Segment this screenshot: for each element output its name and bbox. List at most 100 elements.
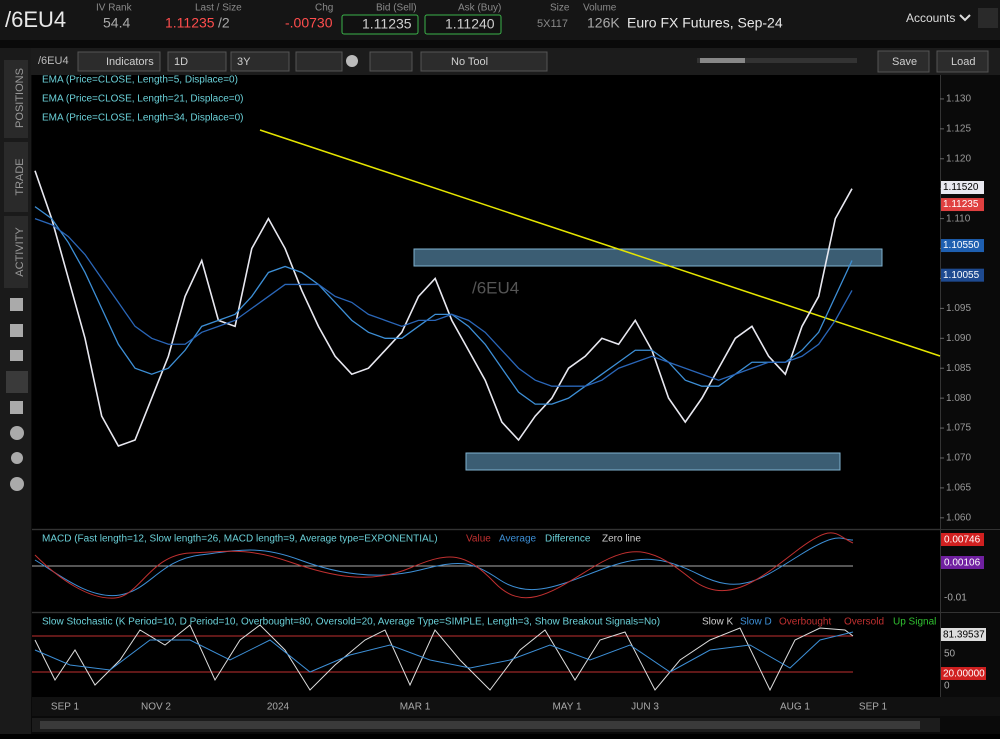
toolbar-symbol[interactable]: /6EU4: [38, 55, 69, 67]
y-tick-label: 1.120: [946, 153, 971, 164]
resistance-zone[interactable]: [413, 248, 883, 267]
legend-entry: Slow D: [740, 617, 772, 628]
stoch-tick: 50: [944, 649, 956, 660]
macd-panel: [32, 531, 940, 611]
date-label: 2024: [267, 702, 290, 713]
price-line: [34, 206, 853, 405]
price-flag: [941, 181, 984, 195]
settings-icon[interactable]: [346, 55, 358, 67]
y-tick-label: 1.130: [946, 94, 971, 105]
sidebar-tab[interactable]: [4, 142, 28, 212]
icon[interactable]: [10, 401, 23, 414]
accounts-button[interactable]: Accounts: [906, 11, 955, 25]
symbol[interactable]: /6EU4: [5, 7, 66, 32]
size: 5X117: [537, 18, 568, 30]
legend-entry: EMA (Price=CLOSE, Length=5, Displace=0): [42, 75, 238, 86]
date-label: MAR 1: [400, 702, 431, 713]
sidebar-tab[interactable]: [4, 60, 28, 138]
date-label: AUG 1: [780, 702, 810, 713]
stoch-flag: 20.00000: [943, 669, 985, 680]
macd-tick: -0.01: [944, 593, 967, 604]
zoom-handle[interactable]: [700, 58, 745, 63]
button-label[interactable]: Load: [951, 56, 975, 68]
macd-flag: 0.00106: [944, 558, 981, 569]
flag: [941, 628, 986, 641]
indicators-button[interactable]: [77, 51, 161, 72]
iv-rank: 54.4: [103, 15, 130, 31]
zoom-slider[interactable]: [697, 58, 857, 63]
y-tick-label: 1.085: [946, 363, 971, 374]
label: Volume: [583, 3, 617, 14]
drawing-set-button[interactable]: [369, 51, 413, 72]
price-flag-label: 1.11235: [943, 199, 979, 210]
y-tick-label: 1.110: [946, 213, 971, 224]
icon[interactable]: [11, 452, 23, 464]
y-tick-label: 1.090: [946, 333, 971, 344]
icon[interactable]: [10, 350, 23, 361]
legend-entry: Overbought: [779, 617, 831, 628]
icon[interactable]: [10, 324, 23, 337]
timeframe-dropdown[interactable]: [230, 51, 290, 72]
study-label[interactable]: Slow Stochastic (K Period=10, D Period=1…: [42, 617, 660, 628]
stoch-flag: 81.39537: [943, 630, 985, 641]
flag: [941, 556, 984, 569]
label: Last / Size: [195, 3, 242, 14]
sidebar-label[interactable]: ACTIVITY: [14, 227, 26, 277]
description: Euro FX Futures, Sep-24: [627, 15, 783, 31]
icon[interactable]: [10, 477, 24, 491]
dropdown-icon[interactable]: [959, 14, 971, 22]
y-tick-label: 1.065: [946, 483, 971, 494]
volume: 126K: [587, 15, 620, 31]
support-zone[interactable]: [465, 452, 841, 471]
tool-dropdown[interactable]: [420, 51, 548, 72]
price-flag-label: 1.10055: [943, 270, 980, 281]
button-label[interactable]: Save: [892, 56, 917, 68]
icon[interactable]: [10, 298, 23, 311]
legend-entry: Up Signal: [893, 617, 936, 628]
label: Size: [550, 3, 570, 14]
chart-style-button[interactable]: [295, 51, 343, 72]
y-tick-label: 1.070: [946, 453, 971, 464]
load-button[interactable]: [936, 50, 989, 73]
bid-box[interactable]: [341, 14, 419, 35]
button-label[interactable]: Indicators: [106, 56, 154, 68]
watermark: /6EU4: [472, 278, 519, 297]
date-label: NOV 2: [141, 702, 171, 713]
label: IV Rank: [96, 3, 133, 14]
flag: [941, 667, 986, 680]
save-button[interactable]: [877, 50, 930, 73]
scroll-thumb[interactable]: [40, 721, 920, 729]
last: 1.11235: [165, 15, 215, 31]
icon[interactable]: [6, 371, 28, 393]
price-flag: [941, 268, 984, 282]
collapse-button[interactable]: [978, 8, 998, 28]
slow-d: [34, 631, 854, 673]
price-line: [34, 218, 853, 387]
macd-average: [34, 537, 854, 597]
icon[interactable]: [10, 426, 24, 440]
label: Bid (Sell): [376, 3, 417, 14]
study-label[interactable]: MACD (Fast length=12, Slow length=26, MA…: [42, 534, 438, 545]
button-label[interactable]: 1D: [174, 56, 188, 68]
legend-entry: Difference: [545, 534, 591, 545]
stoch-tick: 0: [944, 681, 950, 692]
button-label[interactable]: No Tool: [451, 56, 488, 68]
trendline[interactable]: [259, 129, 941, 357]
y-tick-label: 1.060: [946, 512, 971, 523]
aggregation-dropdown[interactable]: [167, 51, 227, 72]
sidebar-label[interactable]: TRADE: [14, 158, 26, 195]
y-tick-label: 1.075: [946, 423, 971, 434]
change: -.00730: [285, 15, 333, 31]
y-tick-label: 1.095: [946, 303, 971, 314]
stochastic-panel: [32, 614, 940, 697]
sidebar-icons[interactable]: [6, 298, 28, 491]
price-flag: [941, 198, 984, 212]
ask-box[interactable]: [424, 14, 502, 35]
bid[interactable]: 1.11235: [362, 16, 412, 32]
date-label: SEP 1: [859, 702, 888, 713]
sidebar-label[interactable]: POSITIONS: [14, 68, 26, 128]
button-label[interactable]: 3Y: [237, 56, 251, 68]
sidebar-tab[interactable]: [4, 216, 28, 288]
ask[interactable]: 1.11240: [445, 16, 495, 32]
